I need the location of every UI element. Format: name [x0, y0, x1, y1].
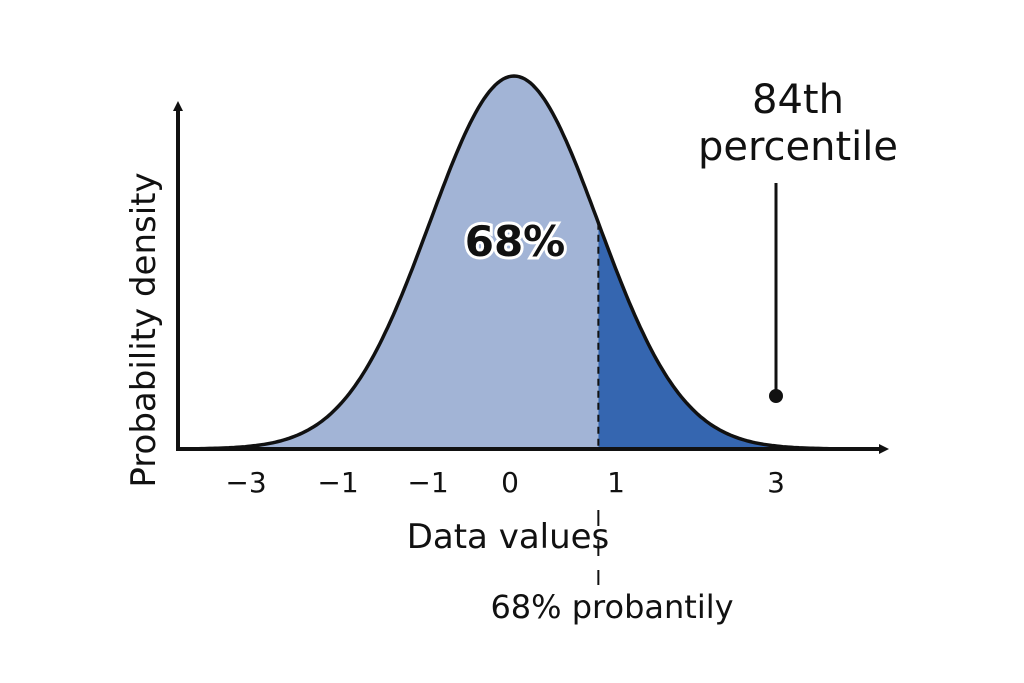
x-tick-label: −3: [225, 466, 266, 499]
x-tick-label: −1: [317, 466, 358, 499]
density-curve: [185, 74, 843, 451]
x-tick-label: 3: [767, 466, 785, 499]
x-tick-label: 1: [607, 466, 625, 499]
bottom-note: 68% probantily: [490, 588, 733, 626]
y-axis-label: Probability density: [124, 172, 164, 487]
shaded-area-right: [598, 222, 843, 449]
x-axis-label: Data values: [407, 517, 610, 557]
annotation-line1: 84th: [752, 77, 844, 123]
x-tick-label: 0: [501, 466, 519, 499]
center-percent-label: 68%: [465, 217, 566, 266]
x-tick-label: −1: [407, 466, 448, 499]
annotation-point: [769, 389, 783, 403]
x-tick-labels: −3 −1 −1 0 1 3: [225, 466, 785, 499]
shaded-area-left: [185, 76, 599, 449]
annotation-line2: percentile: [698, 124, 898, 170]
